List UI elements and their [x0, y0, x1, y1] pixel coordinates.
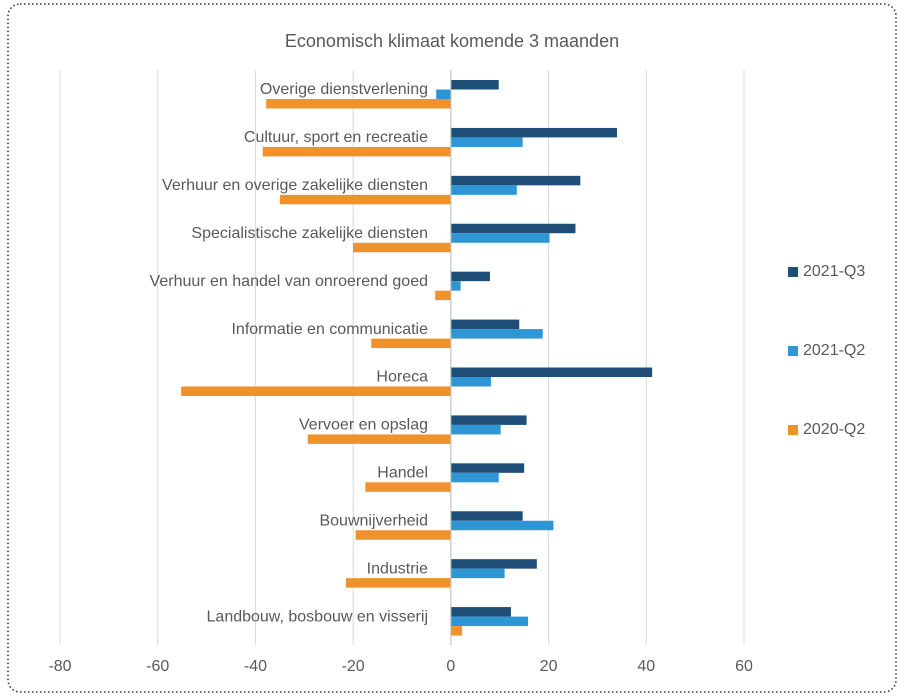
x-tick-label: 60 [735, 658, 753, 675]
bar [436, 89, 451, 99]
y-tick-label: Overige dienstverlening [260, 81, 428, 98]
bar [450, 281, 461, 291]
bar [450, 415, 527, 425]
bar [450, 424, 501, 435]
bar [371, 338, 451, 349]
x-tick-label: 20 [540, 658, 558, 675]
y-tick-label: Handel [377, 465, 428, 482]
bar [450, 223, 576, 234]
bar [307, 434, 451, 444]
bar [353, 242, 451, 253]
bar [435, 290, 451, 301]
bar [450, 367, 653, 377]
bar [450, 175, 581, 186]
x-tick-label: -60 [146, 658, 169, 675]
y-tick-label: Industrie [367, 560, 428, 577]
y-tick-label: Specialistische zakelijke diensten [191, 225, 428, 242]
x-tick-label: -40 [244, 658, 267, 675]
bar [355, 530, 451, 540]
y-tick-label: Bouwnijverheid [319, 512, 428, 529]
bar [450, 319, 520, 330]
bar [450, 616, 529, 627]
bar [450, 626, 463, 636]
y-tick-label: Verhuur en overige zakelijke diensten [162, 177, 428, 194]
bar [450, 137, 523, 147]
chart-frame [7, 3, 897, 693]
chart-title: Economisch klimaat komende 3 maanden [285, 31, 619, 51]
bar [450, 233, 550, 243]
legend-swatch [788, 346, 798, 356]
bar [365, 482, 451, 492]
bar [262, 146, 451, 157]
bar [450, 329, 543, 339]
bar [450, 463, 525, 473]
y-tick-label: Landbouw, bosbouw en visserij [207, 608, 428, 625]
y-tick-label: Cultuur, sport en recreatie [244, 129, 428, 146]
legend-swatch [788, 425, 798, 435]
bar [450, 185, 517, 195]
x-tick-label: -80 [48, 658, 71, 675]
bar [450, 80, 499, 90]
y-tick-label: Verhuur en handel van onroerend goed [150, 273, 428, 290]
bar [450, 271, 490, 282]
bar [279, 194, 451, 205]
y-tick-label: Vervoer en opslag [299, 417, 428, 434]
x-tick-label: 40 [637, 658, 655, 675]
bar [181, 386, 451, 396]
legend-label: 2021-Q3 [803, 263, 865, 280]
bar [450, 607, 511, 617]
bar [450, 377, 491, 387]
y-tick-label: Informatie en communicatie [231, 321, 428, 338]
bar [450, 568, 505, 579]
bar [450, 520, 554, 531]
legend-label: 2021-Q2 [803, 342, 865, 359]
x-tick-label: 0 [446, 658, 455, 675]
bar [450, 511, 523, 521]
bar [450, 127, 617, 138]
legend-label: 2020-Q2 [803, 421, 865, 438]
legend-swatch [788, 267, 798, 277]
x-tick-label: -20 [342, 658, 365, 675]
bar [450, 559, 537, 569]
bar [450, 472, 499, 483]
y-tick-label: Horeca [376, 369, 428, 386]
bar [266, 99, 451, 109]
bar [345, 578, 451, 588]
